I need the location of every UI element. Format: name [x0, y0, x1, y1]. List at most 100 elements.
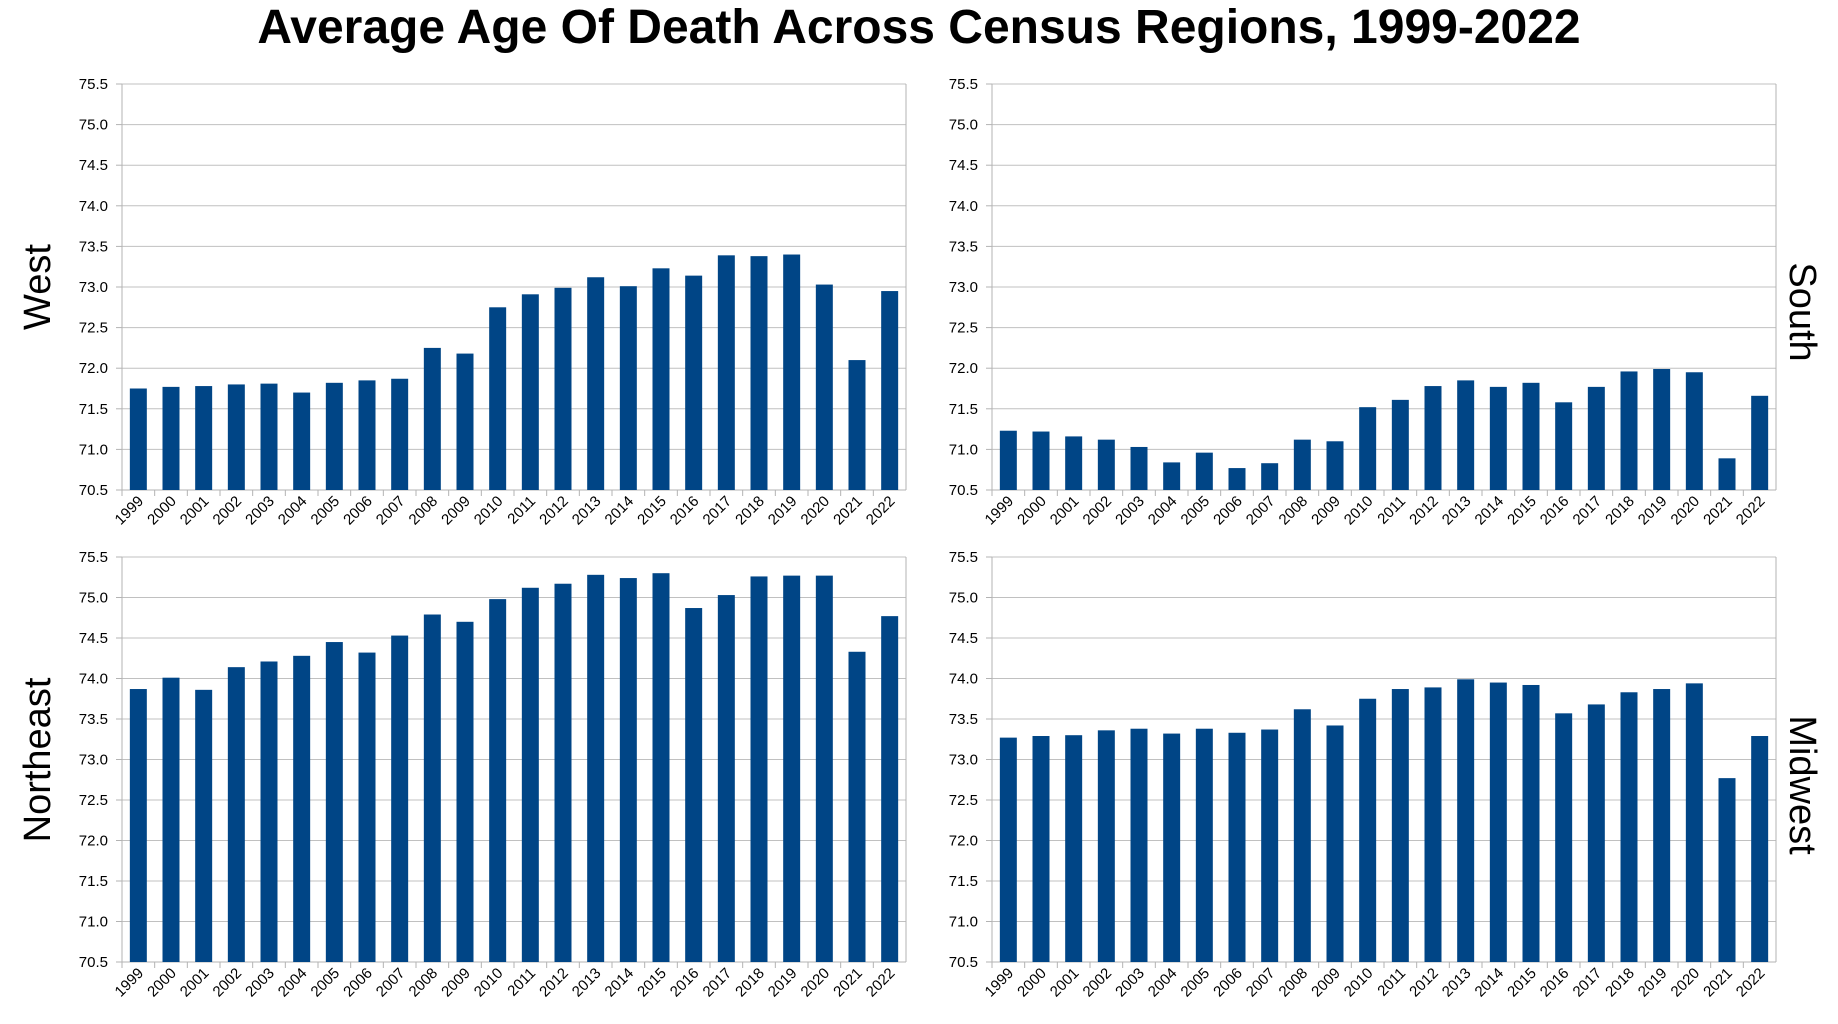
bar-northeast-2022	[881, 616, 899, 962]
x-tick-label: 2016	[667, 493, 703, 529]
region-label-midwest: Midwest	[1781, 715, 1823, 855]
x-tick-label: 2014	[602, 965, 638, 1001]
y-tick-label: 72.0	[949, 360, 978, 377]
x-tick-label: 2006	[1210, 493, 1246, 529]
bar-west-2022	[881, 291, 899, 490]
x-tick-label: 2015	[1504, 965, 1540, 1001]
bar-northeast-2014	[619, 578, 637, 962]
x-tick-label: 2009	[1308, 965, 1344, 1001]
x-tick-label: 2010	[471, 493, 507, 529]
bar-west-2005	[325, 382, 343, 490]
bar-midwest-2014	[1489, 682, 1507, 962]
bar-south-2006	[1228, 468, 1246, 490]
bar-northeast-2006	[358, 652, 376, 962]
x-tick-label: 2011	[1374, 493, 1409, 528]
y-tick-label: 72.5	[949, 320, 978, 337]
x-tick-label: 2013	[1439, 965, 1475, 1001]
x-tick-label: 2003	[242, 493, 278, 529]
bar-south-1999	[999, 430, 1017, 490]
x-tick-label: 2004	[1145, 965, 1181, 1001]
bar-midwest-2003	[1130, 728, 1148, 962]
y-tick-label: 71.5	[949, 401, 978, 418]
x-tick-label: 2015	[1504, 493, 1540, 529]
y-tick-label: 75.5	[79, 76, 108, 93]
x-tick-label: 2015	[634, 493, 670, 529]
x-tick-label: 2000	[1014, 493, 1050, 529]
bar-northeast-2011	[521, 587, 539, 962]
y-tick-label: 73.5	[79, 238, 108, 255]
x-tick-label: 2008	[406, 493, 442, 529]
y-tick-label: 71.5	[949, 873, 978, 890]
bar-south-2015	[1522, 382, 1540, 490]
x-tick-label: 2018	[1602, 493, 1638, 529]
bar-northeast-2001	[195, 689, 213, 962]
x-tick-label: 2011	[504, 965, 539, 1000]
bar-west-2010	[489, 307, 507, 490]
bar-south-2016	[1555, 402, 1573, 490]
x-tick-label: 2002	[1080, 493, 1116, 529]
x-tick-label: 2016	[1537, 493, 1573, 529]
page-title: Average Age Of Death Across Census Regio…	[257, 1, 1581, 54]
bar-south-2018	[1620, 371, 1638, 490]
bar-south-2003	[1130, 446, 1148, 490]
x-tick-label: 2017	[700, 965, 736, 1001]
x-tick-label: 2009	[438, 493, 474, 529]
x-tick-label: 1999	[112, 493, 148, 529]
bar-west-2011	[521, 294, 539, 490]
bar-west-2015	[652, 268, 670, 490]
y-tick-label: 72.5	[79, 792, 108, 809]
x-tick-label: 2013	[569, 965, 605, 1001]
bar-south-2019	[1653, 369, 1671, 490]
y-tick-label: 73.0	[79, 279, 108, 296]
bar-south-2007	[1261, 463, 1279, 490]
bar-south-2021	[1718, 458, 1736, 490]
x-tick-label: 2022	[1733, 965, 1769, 1001]
bar-northeast-1999	[129, 689, 147, 962]
x-tick-label: 2018	[732, 965, 768, 1001]
y-tick-label: 74.5	[79, 157, 108, 174]
y-tick-label: 71.0	[949, 441, 978, 458]
bar-northeast-2005	[325, 642, 343, 962]
bar-west-2009	[456, 353, 474, 490]
x-tick-label: 2020	[1668, 493, 1704, 529]
bar-midwest-2006	[1228, 732, 1246, 962]
x-tick-label: 2016	[1537, 965, 1573, 1001]
x-tick-label: 2009	[1308, 493, 1344, 529]
bar-midwest-2010	[1359, 698, 1377, 962]
x-tick-label: 2012	[1406, 493, 1442, 529]
chart-panel-south: 70.5 71.0 71.5 72.0 72.5 73.0 73.5 74.0 74.5 75.0…	[949, 76, 1823, 528]
y-tick-label: 74.5	[79, 630, 108, 647]
bar-midwest-2001	[1065, 735, 1083, 962]
bar-northeast-2016	[685, 608, 703, 962]
x-tick-label: 2006	[340, 965, 376, 1001]
bar-west-2008	[423, 347, 441, 490]
bar-northeast-2009	[456, 621, 474, 962]
y-tick-label: 70.5	[949, 482, 978, 499]
x-tick-label: 2013	[569, 493, 605, 529]
bar-midwest-2009	[1326, 725, 1344, 962]
x-tick-label: 2006	[340, 493, 376, 529]
y-tick-label: 70.5	[79, 482, 108, 499]
bar-south-2022	[1751, 395, 1769, 490]
y-tick-label: 73.5	[949, 238, 978, 255]
y-tick-label: 72.0	[79, 360, 108, 377]
bar-midwest-2016	[1555, 713, 1573, 962]
bar-west-1999	[129, 388, 147, 490]
x-tick-label: 2001	[1047, 965, 1083, 1001]
bar-northeast-2000	[162, 677, 180, 962]
y-tick-label: 74.0	[949, 198, 978, 215]
x-tick-label: 2019	[765, 965, 801, 1001]
y-tick-label: 72.0	[79, 833, 108, 850]
y-tick-label: 74.5	[949, 157, 978, 174]
y-tick-label: 75.5	[949, 549, 978, 566]
y-tick-label: 73.0	[949, 279, 978, 296]
x-tick-label: 2000	[144, 965, 180, 1001]
y-tick-label: 75.0	[949, 117, 978, 134]
y-tick-label: 74.0	[79, 198, 108, 215]
bar-northeast-2008	[423, 614, 441, 962]
bar-midwest-2017	[1587, 704, 1605, 962]
bar-west-2004	[293, 392, 311, 490]
x-tick-label: 2003	[1112, 965, 1148, 1001]
bar-midwest-2002	[1097, 730, 1115, 962]
bar-midwest-2000	[1032, 736, 1050, 962]
